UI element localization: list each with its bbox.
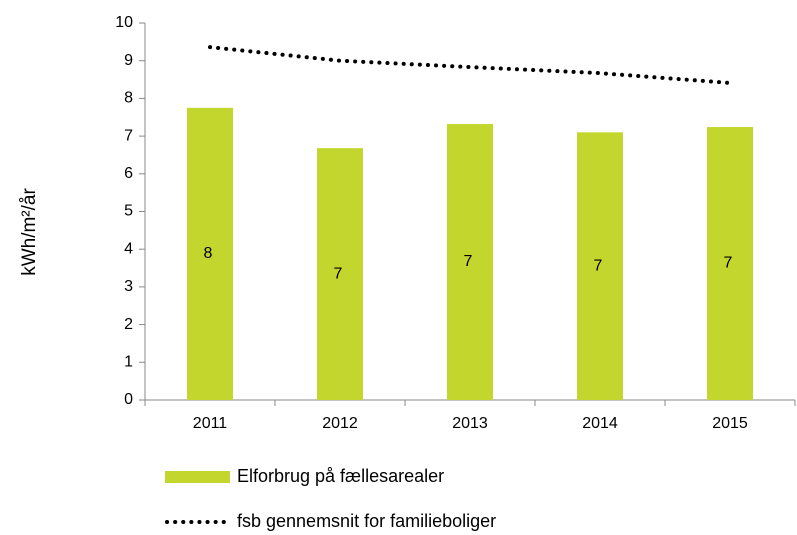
bar: [707, 127, 753, 400]
value-label: 7: [594, 257, 603, 274]
value-label: 7: [334, 265, 343, 282]
y-tick-label: 0: [124, 391, 133, 408]
value-label: 8: [204, 245, 213, 262]
x-tick-label: 2014: [582, 415, 618, 432]
y-axis-label: kWh/m²/år: [19, 188, 40, 276]
y-tick-label: 10: [115, 14, 133, 31]
legend-label: Elforbrug på fællesarealer: [237, 466, 444, 486]
value-label: 7: [724, 255, 733, 272]
y-tick-label: 5: [124, 203, 133, 220]
y-tick-label: 3: [124, 278, 133, 295]
y-tick-label: 7: [124, 127, 133, 144]
legend-swatch: [165, 471, 230, 483]
y-tick-label: 1: [124, 354, 133, 371]
legend-label: fsb gennemsnit for familieboliger: [237, 511, 496, 531]
y-tick-label: 2: [124, 316, 133, 333]
bar: [577, 132, 623, 400]
y-tick-label: 9: [124, 52, 133, 69]
y-tick-label: 8: [124, 90, 133, 107]
y-tick-label: 6: [124, 165, 133, 182]
y-tick-label: 4: [124, 240, 133, 257]
line: [208, 45, 732, 85]
value-label: 7: [464, 253, 473, 270]
x-tick-label: 2011: [193, 415, 228, 432]
x-tick-label: 2013: [452, 415, 488, 432]
x-tick-label: 2012: [322, 415, 358, 432]
x-tick-label: 2015: [712, 415, 748, 432]
bar: [317, 148, 363, 400]
bar: [187, 107, 233, 400]
bar: [447, 124, 493, 400]
